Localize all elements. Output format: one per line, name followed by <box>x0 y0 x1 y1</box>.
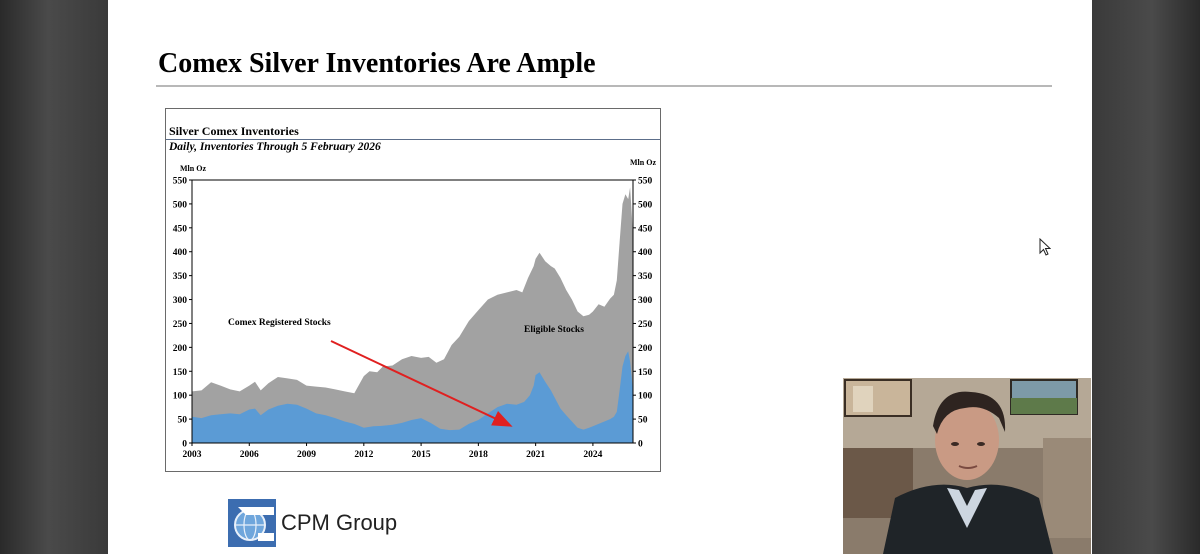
slide-title: Comex Silver Inventories Are Ample <box>158 48 596 79</box>
cpm-logo-icon <box>228 499 276 547</box>
chart-title-divider <box>166 139 660 140</box>
x-tick-label: 2012 <box>354 450 373 460</box>
x-tick-label: 2021 <box>526 450 545 460</box>
chart-title: Silver Comex Inventories <box>169 124 299 138</box>
y-tick-label-right: 150 <box>638 368 653 378</box>
x-tick-label: 2015 <box>412 450 431 460</box>
y-tick-label-right: 300 <box>638 296 653 306</box>
y-axis-label-left: Mln Oz <box>180 164 206 173</box>
y-tick-label-right: 50 <box>638 416 648 426</box>
y-tick-label-right: 400 <box>638 248 653 258</box>
title-divider <box>156 85 1052 87</box>
y-tick-label-right: 500 <box>638 200 653 210</box>
mouse-pointer-icon <box>1039 237 1052 261</box>
annotation-eligible-label: Eligible Stocks <box>524 325 584 335</box>
chart-frame: Silver Comex Inventories Daily, Inventor… <box>165 108 661 472</box>
company-name: CPM Group <box>281 510 398 535</box>
y-tick-label-right: 550 <box>638 177 653 187</box>
y-tick-label-right: 0 <box>638 440 643 450</box>
y-tick-label-left: 450 <box>173 224 188 234</box>
y-tick-label-left: 350 <box>173 272 188 282</box>
y-tick-label-left: 400 <box>173 248 188 258</box>
y-tick-label-left: 200 <box>173 344 188 354</box>
y-tick-label-left: 50 <box>178 416 188 426</box>
annotation-registered-arrow <box>330 340 513 427</box>
y-tick-label-right: 250 <box>638 320 653 330</box>
presenter-video-feed <box>843 378 1091 554</box>
series-area-eligible <box>192 187 633 443</box>
plot-frame <box>191 179 634 444</box>
x-tick-label: 2024 <box>583 450 602 460</box>
y-tick-label-left: 550 <box>173 177 188 187</box>
inventory-area-chart: 0 0 50 50 100 100 150 150 200 200 250 250 300 300 350 3… <box>173 158 657 460</box>
x-tick-label: 2006 <box>240 450 259 460</box>
y-tick-label-right: 200 <box>638 344 653 354</box>
y-tick-label-left: 250 <box>173 320 188 330</box>
y-tick-label-left: 300 <box>173 296 188 306</box>
slide: Comex Silver Inventories Are Ample Silve… <box>108 0 1092 554</box>
x-tick-label: 2018 <box>469 450 488 460</box>
annotation-registered-label: Comex Registered Stocks <box>228 318 331 328</box>
chart-subtitle: Daily, Inventories Through 5 February 20… <box>169 141 381 153</box>
x-tick-label: 2009 <box>297 450 316 460</box>
y-tick-label-right: 350 <box>638 272 653 282</box>
x-tick-label: 2003 <box>183 450 202 460</box>
y-tick-label-left: 500 <box>173 200 188 210</box>
y-tick-label-left: 100 <box>173 392 188 402</box>
y-tick-label-right: 450 <box>638 224 653 234</box>
y-tick-label-right: 100 <box>638 392 653 402</box>
y-tick-label-left: 0 <box>182 440 187 450</box>
y-axis-label-right: Mln Oz <box>630 158 656 167</box>
series-area-registered <box>192 351 633 443</box>
y-tick-label-left: 150 <box>173 368 188 378</box>
